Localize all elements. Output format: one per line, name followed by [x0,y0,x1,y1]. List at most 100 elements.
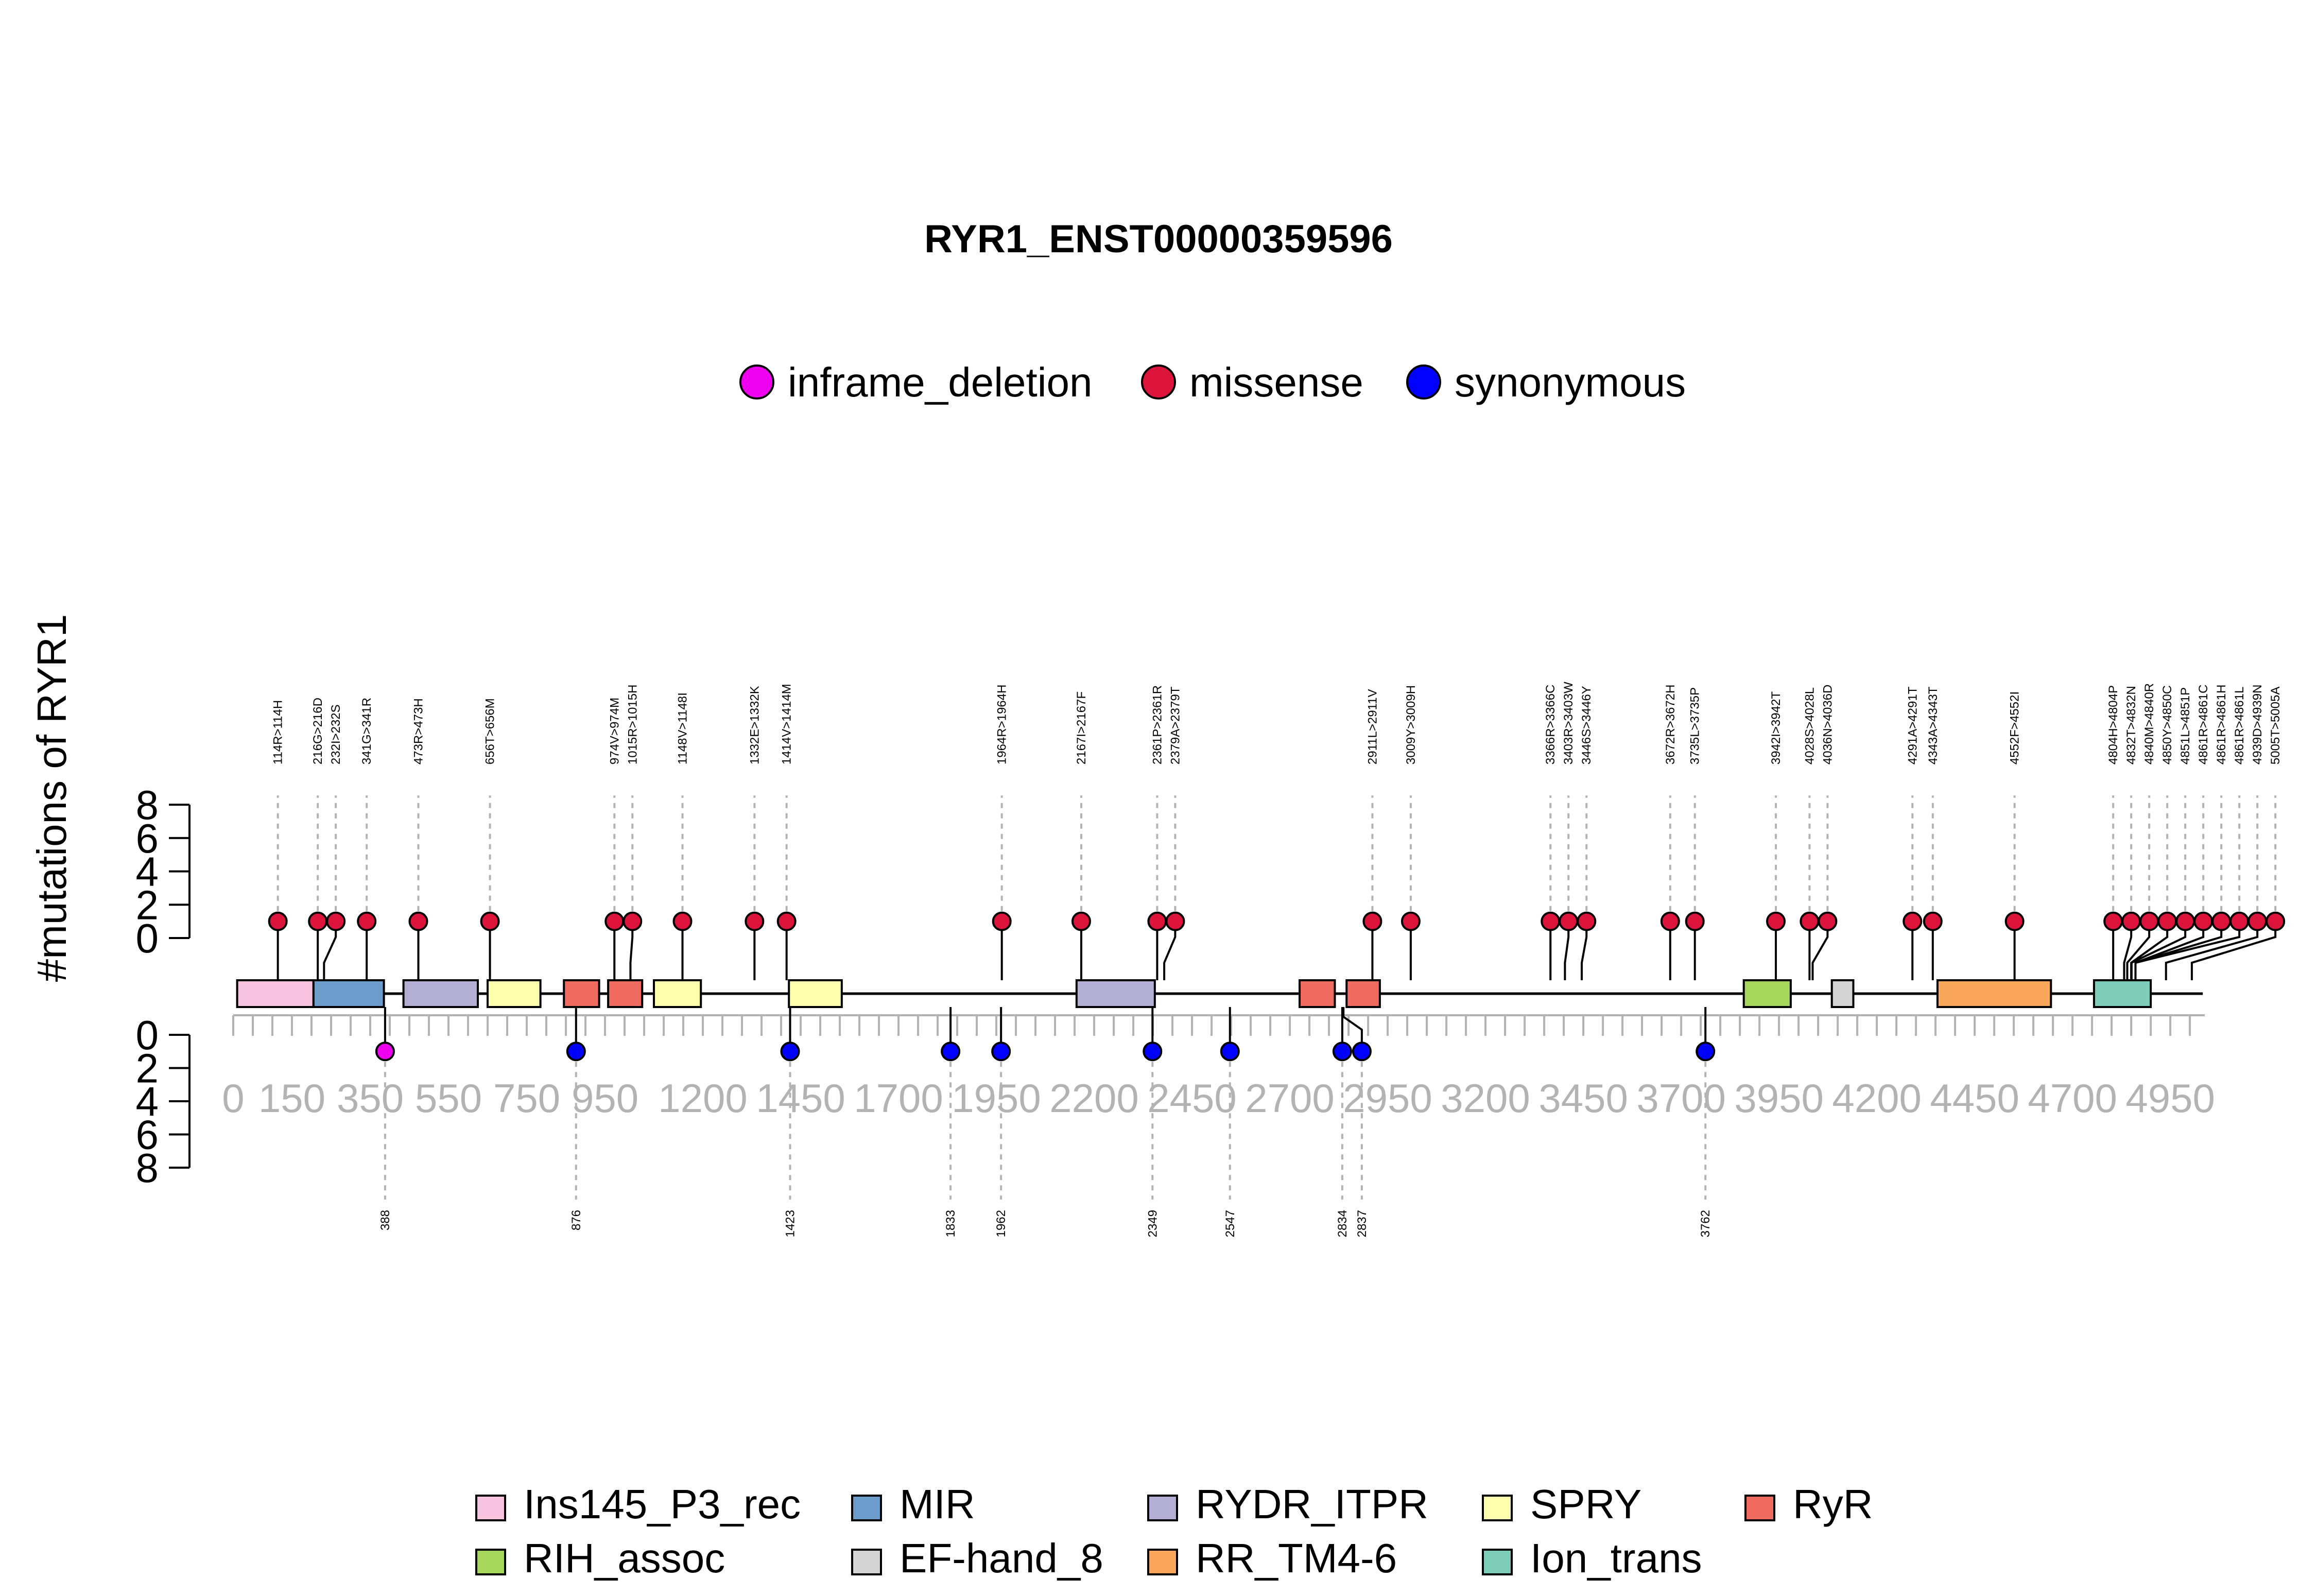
x-tick-label: 350 [337,1075,404,1121]
missense-label: 2379A>2379T [1168,686,1182,765]
domain-SPRY [788,979,843,1008]
x-tick-label: 4700 [2028,1075,2117,1121]
synonymous-label: 1833 [944,1210,958,1237]
x-tick-label: 1700 [854,1075,943,1121]
y-tick-label-top: 0 [136,915,159,961]
missense-dot [2247,911,2268,931]
missense-label: 1148V>1148I [676,692,690,765]
domain-legend-label-MIR: MIR [900,1481,975,1527]
synonymous-label: 3762 [1699,1210,1713,1237]
synonymous-dot [780,1042,800,1062]
missense-dot [623,911,643,931]
missense-label: 232I>232S [329,704,343,765]
mutation-type-legend: inframe_deletion missense synonymous [739,359,1686,405]
missense-label: 1414V>1414M [780,684,794,765]
missense-dot [308,911,328,931]
x-tick-label: 3200 [1441,1075,1530,1121]
domain-legend-swatch-MIR [851,1495,882,1521]
x-tick-label: 2450 [1147,1075,1237,1121]
domain-legend-swatch-SPRY [1482,1495,1513,1521]
domain-legend-label-Ion_trans: Ion_trans [1530,1535,1702,1581]
domain-RyR [1299,979,1336,1008]
x-tick-label: 2950 [1343,1075,1432,1121]
domain-legend-swatch-RyR [1744,1495,1775,1521]
missense-label: 114R>114H [271,700,285,765]
missense-dot [992,911,1012,931]
missense-dot [408,911,428,931]
missense-label: 3735L>3735P [1688,687,1702,765]
synonymous-label: 2834 [1336,1210,1350,1237]
missense-label: 4343A>4343T [1926,686,1940,765]
missense-dot [480,911,500,931]
legend-label-missense: missense [1189,359,1363,405]
missense-dot [1362,911,1382,931]
x-tick-label: 4200 [1832,1075,1922,1121]
legend-marker-synonymous [1406,365,1441,400]
domain-legend-label-RYDR_ITPR: RYDR_ITPR [1196,1481,1428,1527]
legend-marker-missense [1141,365,1176,400]
missense-label: 4851L>4851P [2178,687,2192,765]
missense-label: 341G>341R [360,698,374,765]
missense-label: 4804H>4804P [2106,685,2120,765]
missense-dot [1685,911,1705,931]
synonymous-label: 1423 [784,1210,798,1237]
missense-dot [2004,911,2025,931]
synonymous-dot [941,1042,961,1062]
missense-label: 1964R>1964H [995,685,1009,765]
synonymous-dot [1696,1042,1716,1062]
domain-boxes [236,979,2152,1008]
missense-dot [2266,911,2286,931]
missense-label: 5005T>5005A [2269,687,2283,765]
domain-legend-swatch-RYDR_ITPR [1147,1495,1178,1521]
missense-label: 216G>216D [311,698,325,765]
x-tick-label: 2200 [1049,1075,1139,1121]
domain-RR_TM4-6 [1936,979,2052,1008]
missense-label: 3446S>3446Y [1580,686,1594,765]
inframe_deletion-label: 388 [378,1210,392,1230]
y-tick-label-top: 8 [136,782,159,828]
synonymous-dot [1332,1042,1352,1062]
missense-label: 4861R>4861C [2197,685,2210,765]
x-tick-label: 4450 [1930,1075,2019,1121]
missense-dot [1903,911,1923,931]
domain-RYDR_ITPR [1075,979,1156,1008]
x-tick-label: 0 [222,1075,244,1121]
synonymous-label: 2547 [1223,1210,1237,1237]
synonymous-dot [566,1042,586,1062]
chart-title: RYR1_ENST00000359596 [924,217,1393,261]
missense-dot [2139,911,2159,931]
synonymous-label: 876 [569,1210,583,1230]
missense-dot [1818,911,1838,931]
x-tick-label: 1450 [756,1075,845,1121]
missense-dot [1766,911,1786,931]
missense-dot [2103,911,2123,931]
y-tick-label-bottom: 6 [136,1112,159,1158]
missense-label: 2167I>2167F [1075,691,1088,765]
missense-label: 1332E>1332K [748,686,762,765]
x-tick-label: 3700 [1636,1075,1726,1121]
x-axis: 0 150 350 550 750 950 1200 1450 1700 1950 2200 2450… [222,1014,2215,1121]
missense-label: 3009Y>3009H [1404,685,1418,765]
missense-label: 473R>473H [411,698,425,765]
missense-label: 4939D>4939N [2251,685,2264,765]
domain-SPRY [653,979,702,1008]
x-tick-label: 950 [572,1075,638,1121]
missense-dot [2193,911,2214,931]
y-tick-label-top: 4 [136,849,159,895]
domain-EF-hand_8 [1830,979,1855,1008]
x-tick-label: 3950 [1734,1075,1824,1121]
synonymous-dot [1352,1042,1372,1062]
missense-label: 4861R>4861L [2233,687,2246,765]
missense-dot [776,911,797,931]
x-tick-label: 550 [415,1075,482,1121]
missense-dot [1800,911,1820,931]
missense-dot [1660,911,1680,931]
missense-label: 4291A>4291T [1906,686,1920,765]
missense-dot [357,911,377,931]
synonymous-label: 1962 [994,1210,1008,1237]
domain-RYDR_ITPR [402,979,479,1008]
domain-RyR [607,979,644,1008]
domain-legend-swatch-Ion_trans [1482,1549,1513,1575]
y-axis-label: #mutations of RYR1 [29,614,75,982]
